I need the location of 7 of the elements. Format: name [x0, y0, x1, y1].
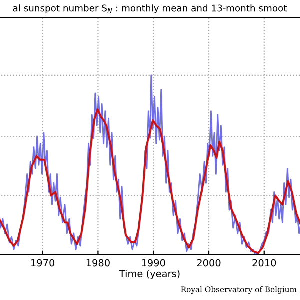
x-tick-label: 2010: [252, 259, 276, 267]
x-tick-label: 1990: [142, 259, 166, 267]
chart-title: al sunspot number S$_{N}$ : monthly mean and 13-month smoot: [13, 4, 287, 14]
x-tick-label: 1980: [86, 259, 110, 267]
x-tick-label: 1970: [32, 259, 55, 267]
x-axis-title: Time (years): [119, 270, 180, 280]
x-tick-label: 2000: [197, 259, 221, 267]
